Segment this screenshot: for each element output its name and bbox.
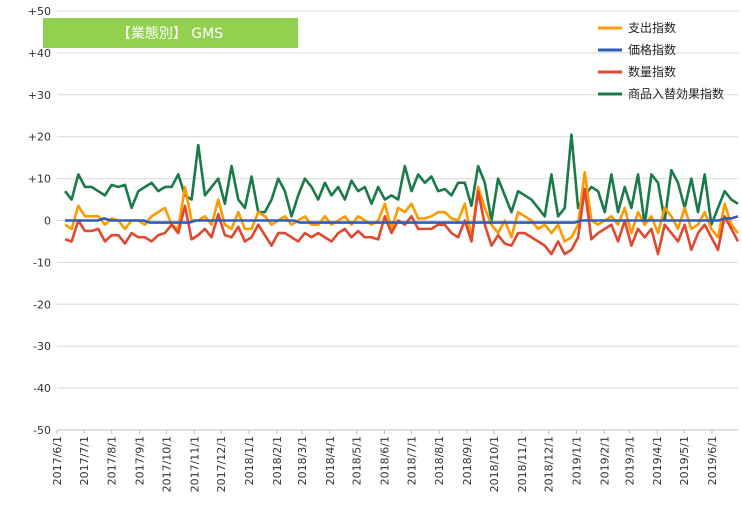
y-tick-label: -50 xyxy=(33,424,51,437)
x-tick-label: 2017/6/1 xyxy=(51,436,64,485)
x-tick-label: 2017/7/1 xyxy=(78,436,91,485)
x-tick-label: 2019/2/1 xyxy=(598,436,611,485)
y-tick-label: -40 xyxy=(33,382,51,395)
x-tick-label: 2019/3/1 xyxy=(623,436,636,485)
x-tick-label: 2017/10/1 xyxy=(160,436,173,492)
y-tick-label: -20 xyxy=(33,298,51,311)
x-tick-label: 2019/4/1 xyxy=(651,436,664,485)
x-tick-label: 2018/3/1 xyxy=(296,436,309,485)
x-tick-label: 2018/5/1 xyxy=(351,436,364,485)
x-tick-label: 2018/9/1 xyxy=(461,436,474,485)
series-line-3 xyxy=(63,133,739,226)
y-tick-label: 0 xyxy=(44,215,51,228)
y-tick-label: +10 xyxy=(28,173,51,186)
x-tick-label: 2018/10/1 xyxy=(488,436,501,492)
x-tick-label: 2019/5/1 xyxy=(678,436,691,485)
x-tick-label: 2018/6/1 xyxy=(378,436,391,485)
x-tick-label: 2019/1/1 xyxy=(570,436,583,485)
x-tick-label: 2018/2/1 xyxy=(271,436,284,485)
legend-label: 支出指数 xyxy=(628,20,676,35)
y-tick-label: +20 xyxy=(28,131,51,144)
legend-label: 価格指数 xyxy=(628,42,676,57)
y-tick-label: +40 xyxy=(28,47,51,60)
legend-label: 商品入替効果指数 xyxy=(628,86,724,101)
y-axis: +50 +40 +30 +20 +10 0 -10 -20 -30 -40 -50 xyxy=(28,5,51,437)
x-tick-label: 2017/9/1 xyxy=(134,436,147,485)
x-tick-label: 2019/6/1 xyxy=(706,436,719,485)
x-tick-label: 2017/11/1 xyxy=(188,436,201,492)
chart-title-box: 【業態別】 GMS xyxy=(43,18,298,48)
x-tick-label: 2018/12/1 xyxy=(543,436,556,492)
x-tick-label: 2018/1/1 xyxy=(243,436,256,485)
y-tick-label: -10 xyxy=(33,256,51,269)
x-tick-label: 2018/7/1 xyxy=(405,436,418,485)
y-tick-label: +50 xyxy=(28,5,51,18)
x-tick-label: 2018/8/1 xyxy=(433,436,446,485)
x-tick-label: 2017/8/1 xyxy=(106,436,119,485)
series-line-0 xyxy=(64,171,740,243)
y-tick-label: +30 xyxy=(28,89,51,102)
series-line-1 xyxy=(65,215,739,224)
chart-title: 【業態別】 GMS xyxy=(117,26,223,42)
x-tick-label: 2018/4/1 xyxy=(324,436,337,485)
x-tick-label: 2017/12/1 xyxy=(215,436,228,492)
x-tick-label: 2018/11/1 xyxy=(516,436,529,492)
x-axis: 2017/6/1 2017/7/1 2017/8/1 2017/9/1 2017/10/… xyxy=(51,429,738,492)
y-tick-label: -30 xyxy=(33,340,51,353)
series-layer xyxy=(63,133,740,256)
chart-title-background xyxy=(43,18,298,48)
legend-label: 数量指数 xyxy=(628,64,676,79)
